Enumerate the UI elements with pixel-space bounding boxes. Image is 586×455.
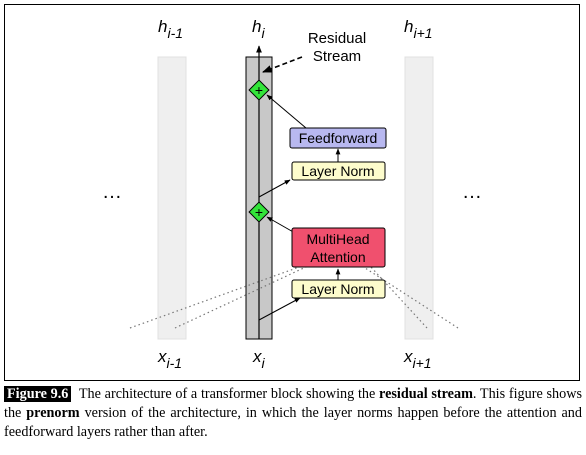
label-x-next: xi+1 — [403, 347, 432, 371]
svg-text:MultiHead: MultiHead — [306, 231, 369, 247]
feedforward-box: Feedforward — [289, 127, 387, 149]
add-symbol: + — [255, 204, 263, 220]
multihead-attention-box: MultiHead Attention — [291, 227, 386, 268]
caption-text-1: The architecture of a transformer block … — [78, 386, 380, 402]
layer-norm-bottom-box: Layer Norm — [291, 279, 386, 299]
residual-stream-label-line1: Residual — [308, 30, 366, 47]
svg-text:Layer Norm: Layer Norm — [301, 281, 374, 297]
attention-to-add — [266, 216, 296, 234]
label-h-current: hi — [252, 17, 265, 41]
add-symbol: + — [255, 82, 263, 98]
label-h-prev: hi-1 — [158, 17, 183, 41]
svg-text:Layer Norm: Layer Norm — [301, 163, 374, 179]
caption-text-2: . This figure shows the — [4, 386, 582, 421]
transformer-block-diagram: + + Feedforward Layer Norm MultiHead Att… — [102, 17, 482, 371]
figure-caption: Figure 9.6 The architecture of a transfo… — [4, 385, 582, 442]
caption-bold-prenorm: prenorm — [26, 405, 80, 421]
label-h-next: hi+1 — [404, 17, 433, 41]
branch-to-layernorm-top — [258, 179, 291, 198]
feedforward-to-add — [266, 94, 307, 129]
add-node-bottom: + — [248, 201, 270, 223]
label-x-prev: xi-1 — [157, 347, 182, 371]
layer-norm-top-box: Layer Norm — [291, 161, 386, 181]
residual-stream-label-line2: Stream — [313, 48, 361, 65]
left-residual-stream — [157, 56, 187, 340]
figure-label: Figure 9.6 — [4, 386, 72, 402]
residual-stream-pointer — [262, 56, 303, 73]
caption-text-3: version of the architecture, in which th… — [4, 405, 582, 440]
svg-text:Feedforward: Feedforward — [299, 130, 378, 146]
add-node-top: + — [248, 79, 270, 101]
label-x-current: xi — [252, 347, 266, 371]
ellipsis-right: … — [462, 181, 482, 203]
diagram-frame — [4, 4, 580, 381]
ellipsis-left: … — [102, 181, 122, 203]
right-residual-stream — [404, 56, 434, 340]
branch-to-layernorm-bottom — [258, 297, 301, 321]
svg-text:Attention: Attention — [310, 249, 365, 265]
attention-context-lines — [129, 265, 459, 329]
caption-bold-residual-stream: residual stream — [379, 386, 473, 402]
